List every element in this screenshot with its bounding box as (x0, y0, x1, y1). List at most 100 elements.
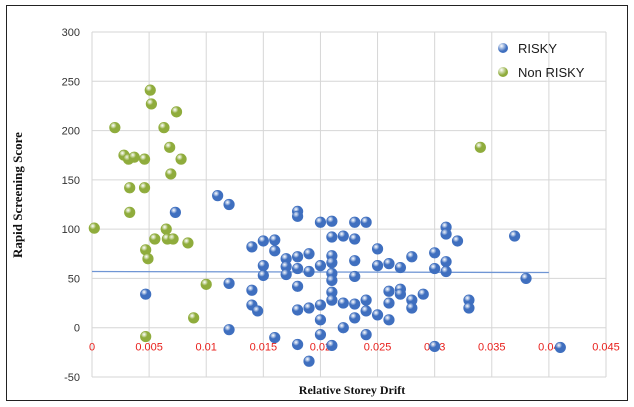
data-point-risky (326, 257, 338, 269)
y-tick-label: 100 (62, 224, 80, 236)
data-point-risky (326, 274, 338, 287)
data-point-non-risky (88, 222, 100, 234)
data-point-non-risky (145, 98, 157, 110)
x-tick-label: 0 (89, 342, 95, 354)
x-tick-label: 0.02 (310, 342, 331, 354)
data-point-non-risky (165, 168, 177, 180)
data-point-risky (326, 231, 338, 243)
data-point-non-risky (128, 151, 140, 163)
y-tick-label: 0 (74, 323, 80, 335)
data-point-risky (349, 216, 361, 228)
legend-marker-non-risky (498, 67, 508, 77)
data-point-non-risky (170, 106, 183, 118)
y-tick-labels: 300 250 200 150 100 50 0 -50 (62, 27, 80, 384)
data-point-risky (292, 251, 304, 263)
data-point-non-risky (138, 182, 151, 194)
data-point-risky (280, 268, 292, 281)
data-point-risky (314, 299, 327, 311)
x-tick-label: 0.01 (196, 342, 217, 354)
data-point-risky (257, 260, 269, 272)
data-point-risky (246, 241, 258, 253)
legend: RISKY Non RISKY (498, 36, 616, 84)
data-point-risky (169, 206, 181, 218)
x-tick-label: 0.015 (250, 342, 278, 354)
data-point-risky (303, 248, 315, 260)
y-tick-label: 50 (68, 273, 80, 285)
data-point-risky (383, 258, 395, 270)
data-point-non-risky (474, 141, 486, 153)
data-point-non-risky (140, 330, 152, 343)
data-point-risky (394, 261, 407, 274)
data-point-risky (383, 314, 395, 326)
data-point-non-risky (142, 253, 154, 265)
data-point-risky (429, 340, 441, 353)
data-point-risky (292, 210, 304, 222)
data-point-risky (360, 294, 372, 306)
x-tick-label: 0.045 (592, 342, 620, 354)
data-point-risky (257, 235, 269, 247)
data-point-risky (269, 245, 281, 257)
data-point-risky (314, 329, 327, 341)
data-point-risky (269, 234, 281, 246)
data-point-risky (383, 297, 395, 309)
y-axis-label: Rapid Screening Score (10, 132, 26, 258)
data-point-risky (463, 302, 475, 314)
data-point-non-risky (164, 141, 176, 153)
data-point-risky (349, 298, 361, 310)
data-point-risky (440, 265, 452, 278)
data-point-risky (337, 297, 349, 309)
legend-marker-risky (498, 43, 508, 53)
x-tick-label: 0.04 (538, 342, 559, 354)
data-point-risky (337, 322, 349, 334)
data-point-risky (349, 312, 361, 324)
data-point-risky (394, 288, 407, 300)
data-point-risky (223, 277, 235, 289)
data-point-non-risky (109, 122, 121, 134)
data-point-non-risky (182, 237, 194, 249)
x-axis-label-wrap: Relative Storey Drift (0, 383, 634, 398)
data-point-risky (246, 284, 258, 296)
y-tick-label: 250 (62, 76, 80, 88)
data-point-non-risky (175, 153, 187, 165)
data-point-non-risky (200, 278, 212, 290)
x-axis-label: Relative Storey Drift (298, 383, 406, 397)
x-tick-labels: 00.0050.010.0150.020.0250.030.0350.040.0… (89, 342, 620, 354)
data-point-risky (349, 255, 361, 267)
data-point-risky (440, 256, 452, 268)
x-tick-label: 0.035 (478, 342, 506, 354)
data-point-risky (212, 190, 224, 202)
data-point-risky (429, 262, 441, 275)
data-point-risky (509, 230, 521, 242)
data-point-risky (554, 341, 566, 354)
data-point-non-risky (124, 182, 136, 194)
data-point-non-risky (160, 223, 172, 235)
data-point-risky (406, 251, 418, 263)
x-tick-label: 0.005 (135, 342, 163, 354)
data-point-risky (140, 288, 152, 300)
data-point-risky (337, 230, 349, 242)
data-point-risky (292, 338, 304, 351)
data-point-risky (349, 270, 361, 283)
data-point-risky (326, 339, 338, 352)
data-point-risky (292, 262, 304, 275)
legend-label-non-risky: Non RISKY (518, 64, 585, 80)
data-point-non-risky (167, 233, 179, 245)
data-point-risky (314, 260, 327, 272)
data-point-risky (303, 355, 315, 367)
x-tick-label: 0.025 (364, 342, 392, 354)
data-point-risky (314, 216, 327, 228)
data-points (88, 84, 566, 367)
data-point-risky (360, 216, 372, 228)
data-point-risky (371, 309, 384, 321)
data-point-non-risky (149, 233, 161, 245)
data-point-risky (257, 269, 269, 282)
y-tick-label: -50 (64, 372, 80, 384)
data-point-risky (326, 294, 338, 306)
y-tick-label: 150 (62, 175, 80, 187)
legend-item-non-risky: Non RISKY (498, 60, 616, 84)
data-point-non-risky (144, 84, 156, 96)
trendline-line (91, 270, 549, 274)
data-point-risky (252, 305, 264, 317)
data-point-risky (417, 288, 429, 300)
